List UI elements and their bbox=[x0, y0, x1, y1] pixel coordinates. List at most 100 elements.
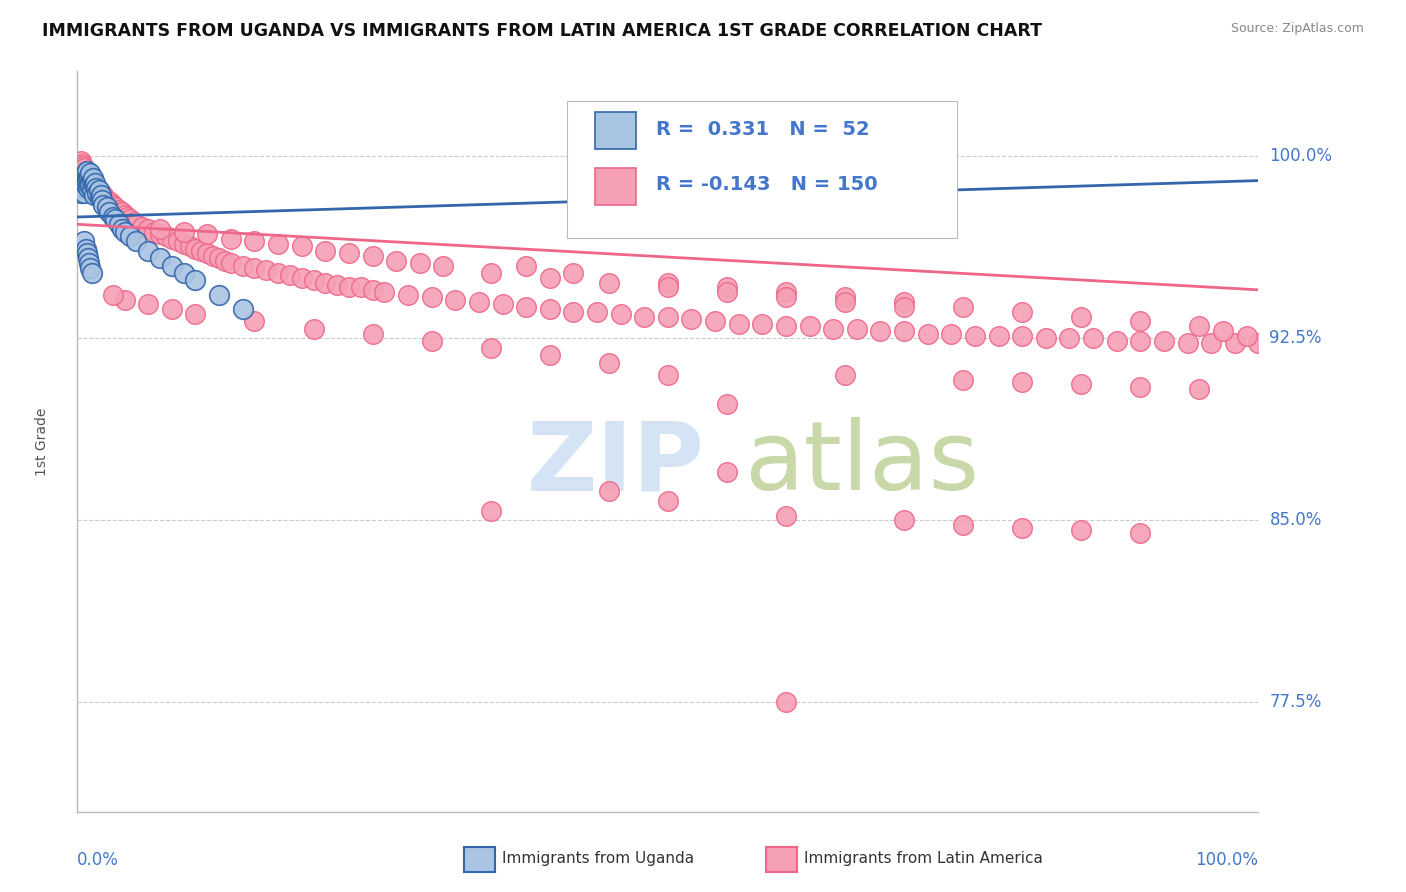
Point bbox=[173, 225, 195, 239]
Point bbox=[160, 232, 183, 246]
Point bbox=[195, 246, 218, 260]
Point bbox=[90, 188, 112, 202]
Text: 100.0%: 100.0% bbox=[1270, 147, 1333, 165]
Point bbox=[491, 297, 513, 311]
Point bbox=[598, 276, 620, 290]
Text: Immigrants from Uganda: Immigrants from Uganda bbox=[502, 852, 695, 866]
Point bbox=[77, 171, 100, 186]
Point bbox=[84, 176, 107, 190]
Point bbox=[91, 188, 114, 202]
Point bbox=[751, 317, 773, 331]
Point bbox=[173, 236, 195, 251]
Point bbox=[232, 259, 254, 273]
Point bbox=[1105, 334, 1128, 348]
Point bbox=[101, 198, 124, 212]
Point bbox=[704, 314, 727, 328]
Point bbox=[267, 236, 290, 251]
Point bbox=[73, 186, 96, 200]
Point bbox=[76, 166, 98, 180]
Point bbox=[538, 348, 561, 362]
Point bbox=[716, 465, 738, 479]
Point bbox=[361, 326, 384, 341]
Point bbox=[302, 273, 325, 287]
Point bbox=[120, 229, 142, 244]
Point bbox=[278, 268, 301, 283]
Point bbox=[107, 202, 129, 217]
Point bbox=[1059, 331, 1081, 345]
Point bbox=[314, 276, 336, 290]
Point bbox=[89, 191, 111, 205]
Text: 77.5%: 77.5% bbox=[1270, 693, 1322, 712]
Point bbox=[893, 513, 915, 527]
Point bbox=[184, 307, 207, 321]
Point bbox=[657, 368, 679, 382]
Point bbox=[202, 249, 225, 263]
Point bbox=[893, 300, 915, 314]
Point bbox=[337, 280, 360, 294]
Point bbox=[267, 266, 290, 280]
Text: 0.0%: 0.0% bbox=[77, 851, 120, 869]
Point bbox=[396, 287, 419, 301]
Point bbox=[82, 176, 104, 190]
Point bbox=[444, 293, 467, 307]
Point bbox=[302, 321, 325, 335]
Point bbox=[1081, 331, 1104, 345]
Point bbox=[77, 166, 100, 180]
Point bbox=[120, 212, 142, 227]
Point bbox=[104, 200, 127, 214]
Point bbox=[76, 246, 98, 260]
Point bbox=[1035, 331, 1057, 345]
Point bbox=[314, 244, 336, 258]
Point bbox=[73, 234, 96, 248]
Bar bbox=[595, 112, 636, 149]
Point bbox=[184, 242, 207, 256]
Point bbox=[775, 319, 797, 334]
Point bbox=[136, 244, 159, 258]
Point bbox=[1070, 310, 1092, 324]
Point bbox=[1188, 319, 1211, 334]
Point bbox=[96, 193, 118, 207]
Point bbox=[1129, 334, 1152, 348]
Point bbox=[80, 173, 103, 187]
Point bbox=[598, 484, 620, 499]
Point bbox=[72, 181, 94, 195]
Point bbox=[77, 178, 100, 193]
Point bbox=[72, 159, 94, 173]
Point bbox=[775, 508, 797, 523]
Point bbox=[80, 183, 103, 197]
Point bbox=[111, 222, 134, 236]
FancyBboxPatch shape bbox=[568, 101, 957, 238]
Point bbox=[77, 169, 100, 183]
Point bbox=[125, 217, 148, 231]
Point bbox=[657, 494, 679, 508]
Point bbox=[79, 176, 101, 190]
Point bbox=[90, 186, 112, 200]
Point bbox=[208, 287, 231, 301]
Point bbox=[598, 356, 620, 370]
Point bbox=[291, 239, 314, 253]
Point bbox=[114, 208, 136, 222]
Point bbox=[84, 181, 107, 195]
Point bbox=[291, 270, 314, 285]
Point bbox=[254, 263, 277, 277]
Point bbox=[70, 186, 93, 200]
Point bbox=[834, 295, 856, 310]
Point bbox=[107, 217, 129, 231]
Point bbox=[633, 310, 655, 324]
Point bbox=[77, 181, 100, 195]
Point bbox=[77, 252, 100, 266]
Point bbox=[385, 253, 408, 268]
Point bbox=[337, 246, 360, 260]
Point bbox=[79, 260, 101, 275]
Point bbox=[100, 195, 122, 210]
Point bbox=[70, 156, 93, 170]
Point bbox=[716, 397, 738, 411]
Point bbox=[232, 302, 254, 317]
Point bbox=[609, 307, 631, 321]
Point bbox=[1011, 304, 1033, 318]
Point bbox=[143, 225, 166, 239]
Point bbox=[149, 227, 172, 241]
Point bbox=[243, 260, 266, 275]
Point bbox=[963, 329, 986, 343]
Point bbox=[136, 222, 159, 236]
